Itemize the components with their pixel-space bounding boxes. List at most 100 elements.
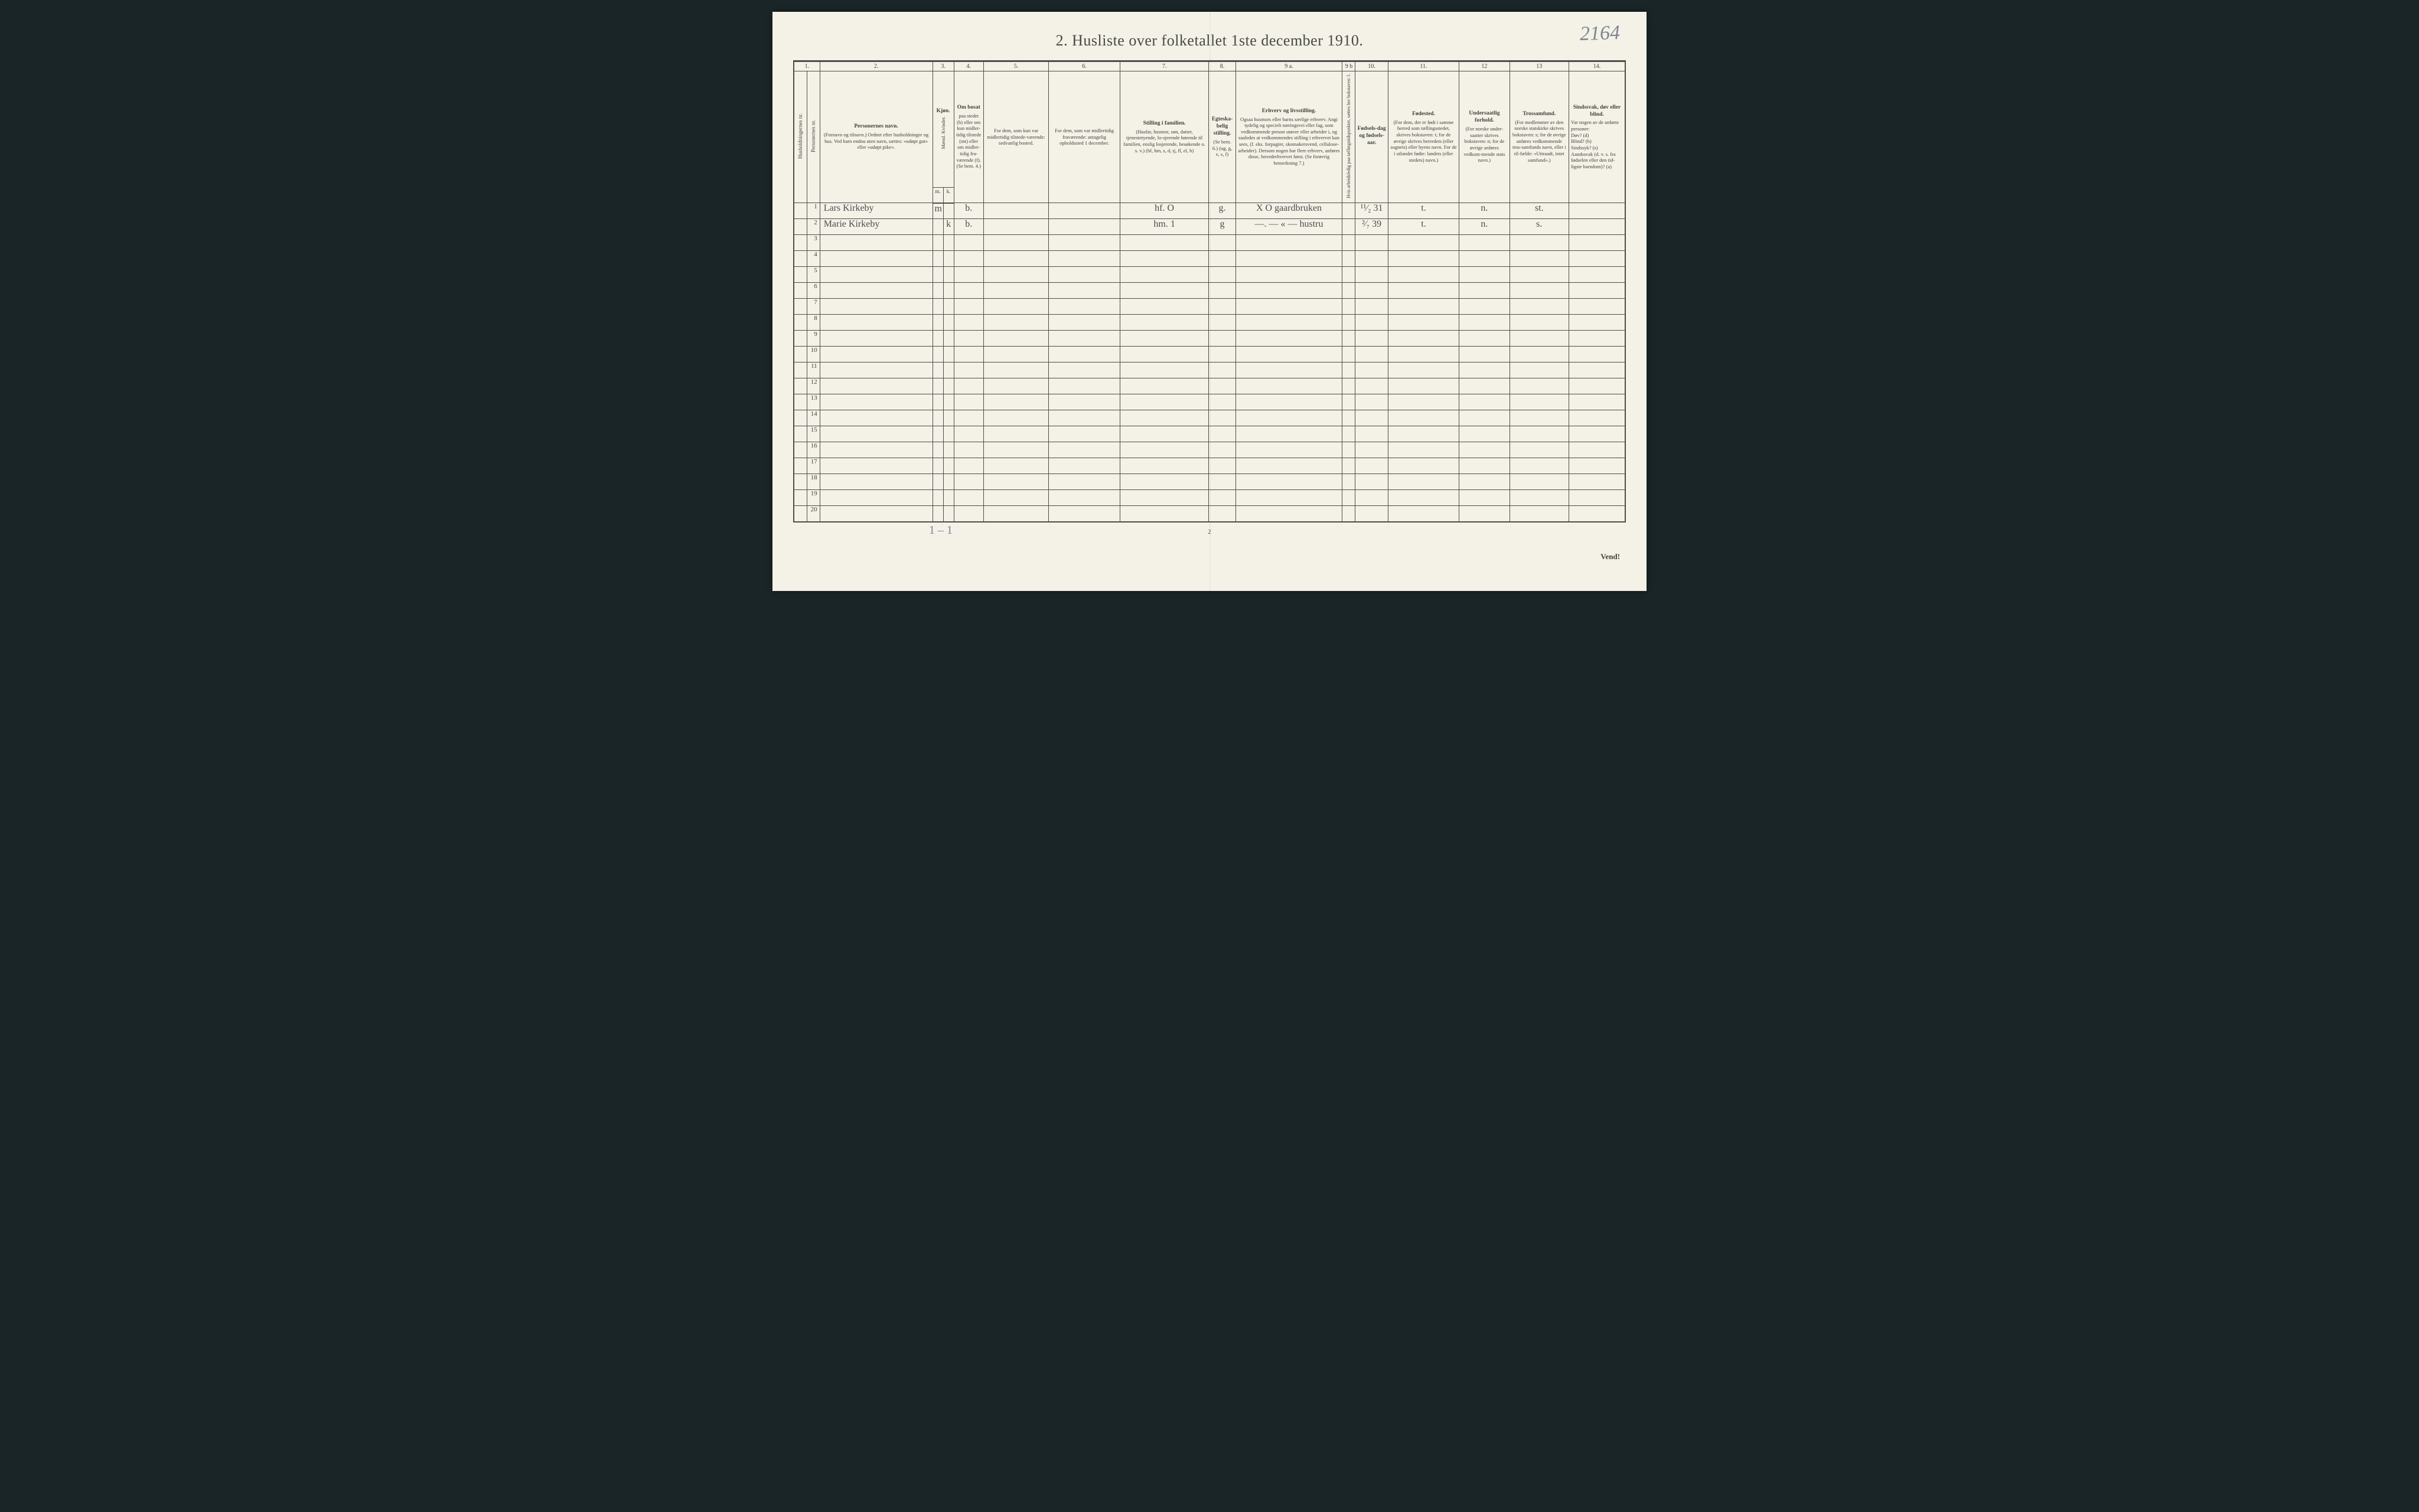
cell — [943, 331, 954, 347]
cell — [1355, 458, 1388, 474]
cell — [1569, 299, 1626, 315]
cell: hf. O — [1120, 203, 1209, 219]
cell — [983, 347, 1048, 363]
cell — [1388, 474, 1459, 490]
cell — [1235, 267, 1342, 283]
cell — [1388, 363, 1459, 378]
cell — [1355, 410, 1388, 426]
cell — [1120, 506, 1209, 522]
cell — [983, 410, 1048, 426]
table-body: 1Lars Kirkebymb.hf. Og.X O gaardbruken¹¹… — [794, 203, 1625, 522]
table-row: 2Marie Kirkebykb.hm. 1g—. — « — hustru²⁄… — [794, 219, 1625, 235]
cell: b. — [954, 203, 983, 219]
cell — [1120, 235, 1209, 251]
cell — [1120, 363, 1209, 378]
cell — [1235, 474, 1342, 490]
cell — [1355, 315, 1388, 331]
cell — [1049, 251, 1120, 267]
cell: 8 — [807, 315, 820, 331]
cell — [820, 474, 933, 490]
cell — [794, 458, 807, 474]
cell — [954, 426, 983, 442]
cell — [1510, 363, 1569, 378]
table-row: 8 — [794, 315, 1625, 331]
cell — [933, 315, 943, 331]
cell — [1342, 363, 1355, 378]
cell: ²⁄₇ 39 — [1355, 219, 1388, 235]
cell — [983, 315, 1048, 331]
cell — [1342, 331, 1355, 347]
cell — [1120, 315, 1209, 331]
cell — [794, 219, 807, 235]
cell — [933, 378, 943, 394]
subhdr-m: m. — [933, 187, 943, 203]
cell — [943, 410, 954, 426]
cell — [794, 363, 807, 378]
cell — [820, 251, 933, 267]
cell — [954, 347, 983, 363]
cell: b. — [954, 219, 983, 235]
cell: 1 — [807, 203, 820, 219]
cell — [1388, 315, 1459, 331]
cell — [1120, 426, 1209, 442]
cell — [1209, 410, 1235, 426]
cell — [794, 442, 807, 458]
cell: hm. 1 — [1120, 219, 1209, 235]
cell — [1355, 283, 1388, 299]
cell — [933, 283, 943, 299]
cell: 3 — [807, 235, 820, 251]
cell — [1388, 347, 1459, 363]
cell: 9 — [807, 331, 820, 347]
cell — [954, 363, 983, 378]
colnum: 3. — [933, 61, 954, 71]
cell: 15 — [807, 426, 820, 442]
cell — [1120, 299, 1209, 315]
cell — [1120, 283, 1209, 299]
hdr-stilling-familien: Stilling i familien. (Husfar, husmor, sø… — [1120, 71, 1209, 203]
cell — [794, 506, 807, 522]
cell — [933, 474, 943, 490]
cell: 12 — [807, 378, 820, 394]
table-row: 4 — [794, 251, 1625, 267]
cell — [794, 283, 807, 299]
colnum: 5. — [983, 61, 1048, 71]
cell — [1510, 474, 1569, 490]
cell — [1342, 315, 1355, 331]
cell: n. — [1459, 219, 1510, 235]
cell — [983, 251, 1048, 267]
cell — [1120, 331, 1209, 347]
cell — [1510, 267, 1569, 283]
cell — [983, 474, 1048, 490]
colnum: 6. — [1049, 61, 1120, 71]
cell — [943, 235, 954, 251]
cell — [983, 331, 1048, 347]
cell — [1569, 203, 1626, 219]
cell: g. — [1209, 203, 1235, 219]
cell — [1342, 203, 1355, 219]
cell — [933, 267, 943, 283]
cell: g — [1209, 219, 1235, 235]
cell — [1209, 363, 1235, 378]
cell — [1049, 299, 1120, 315]
cell — [954, 474, 983, 490]
cell — [1459, 283, 1510, 299]
cell — [1342, 474, 1355, 490]
cell — [794, 315, 807, 331]
cell — [794, 426, 807, 442]
cell — [1569, 363, 1626, 378]
cell — [1510, 426, 1569, 442]
table-row: 9 — [794, 331, 1625, 347]
cell — [983, 235, 1048, 251]
cell — [933, 251, 943, 267]
cell — [1049, 410, 1120, 426]
cell: 2 — [807, 219, 820, 235]
cell — [1510, 299, 1569, 315]
cell — [943, 490, 954, 506]
cell — [933, 235, 943, 251]
cell — [1510, 410, 1569, 426]
cell — [1459, 315, 1510, 331]
cell — [820, 363, 933, 378]
cell: 17 — [807, 458, 820, 474]
cell — [943, 267, 954, 283]
cell — [1569, 315, 1626, 331]
